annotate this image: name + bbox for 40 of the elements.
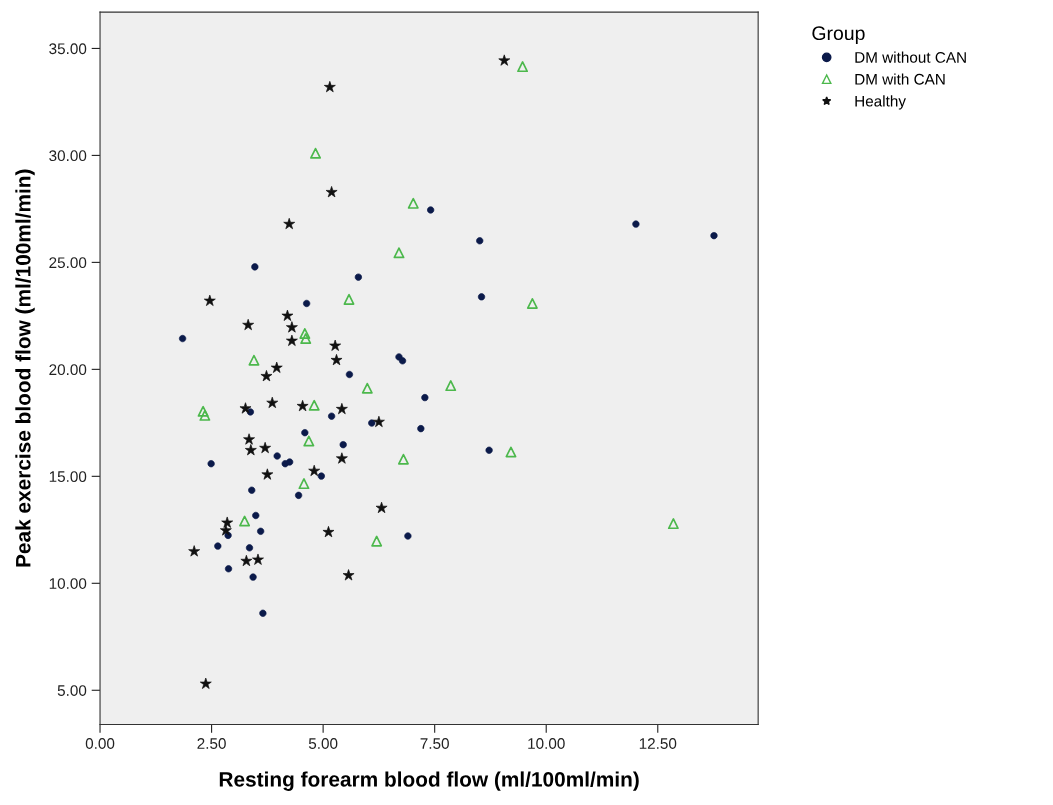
x-tick-label: 5.00 xyxy=(308,738,338,749)
y-tick-label: 35.00 xyxy=(49,43,87,55)
point xyxy=(526,297,538,309)
x-tick-label: 12.50 xyxy=(639,738,677,749)
x-tick-label: 0.00 xyxy=(85,738,115,749)
point xyxy=(308,399,320,411)
point xyxy=(393,247,405,259)
y-tick-label: 10.00 xyxy=(49,578,87,589)
point xyxy=(299,327,311,339)
x-tick-label: 7.50 xyxy=(420,738,449,749)
point xyxy=(199,409,211,421)
point xyxy=(361,382,373,394)
point xyxy=(197,405,209,417)
point xyxy=(239,515,251,527)
point xyxy=(298,478,310,490)
point xyxy=(310,147,322,159)
point xyxy=(667,518,679,530)
point xyxy=(248,354,260,366)
legend-label: DM with CAN xyxy=(855,73,945,85)
point xyxy=(343,293,355,305)
x-tick-label: 10.00 xyxy=(528,738,565,749)
y-tick-label: 15.00 xyxy=(49,471,87,483)
x-axis-title: Resting forearm blood flow (ml/100ml/min) xyxy=(219,771,639,791)
point xyxy=(371,535,383,547)
y-tick-label: 5.00 xyxy=(57,685,87,696)
y-axis-title: Peak exercise blood flow (ml/100ml/min) xyxy=(15,169,35,567)
point xyxy=(517,61,529,73)
point xyxy=(397,453,409,465)
point xyxy=(300,333,312,345)
point xyxy=(445,380,457,392)
legend-label: Healthy xyxy=(855,95,906,110)
y-tick-label: 25.00 xyxy=(49,257,87,269)
y-tick-label: 30.00 xyxy=(49,150,87,162)
point xyxy=(303,435,315,447)
point xyxy=(505,446,517,458)
x-tick-label: 2.50 xyxy=(197,738,226,749)
legend-label: DM without CAN xyxy=(855,51,966,63)
point xyxy=(407,197,419,209)
legend-title: Group xyxy=(812,26,865,44)
y-tick-label: 20.00 xyxy=(49,364,87,376)
